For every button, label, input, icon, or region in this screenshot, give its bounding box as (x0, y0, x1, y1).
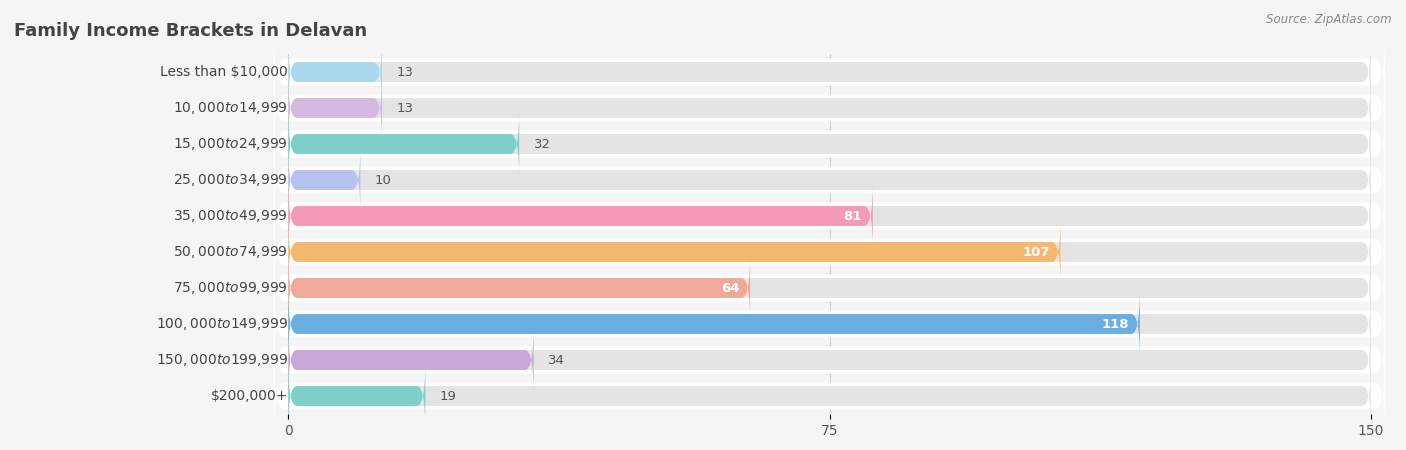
Text: 19: 19 (440, 390, 457, 402)
Text: Source: ZipAtlas.com: Source: ZipAtlas.com (1267, 14, 1392, 27)
Text: 10: 10 (375, 174, 392, 186)
Text: 32: 32 (534, 138, 551, 150)
FancyBboxPatch shape (288, 39, 1371, 105)
Text: $15,000 to $24,999: $15,000 to $24,999 (173, 136, 288, 152)
FancyBboxPatch shape (288, 111, 1371, 177)
Text: $50,000 to $74,999: $50,000 to $74,999 (173, 244, 288, 260)
FancyBboxPatch shape (288, 255, 1371, 321)
Text: $25,000 to $34,999: $25,000 to $34,999 (173, 172, 288, 188)
FancyBboxPatch shape (288, 291, 1371, 357)
FancyBboxPatch shape (288, 363, 1371, 429)
FancyBboxPatch shape (288, 219, 1371, 285)
FancyBboxPatch shape (288, 147, 1371, 213)
Text: 64: 64 (721, 282, 740, 294)
FancyBboxPatch shape (274, 356, 1385, 436)
FancyBboxPatch shape (288, 147, 360, 213)
FancyBboxPatch shape (288, 39, 382, 105)
FancyBboxPatch shape (288, 327, 1371, 393)
Text: 13: 13 (396, 66, 413, 78)
Text: 34: 34 (548, 354, 565, 366)
FancyBboxPatch shape (288, 291, 1140, 357)
FancyBboxPatch shape (288, 327, 534, 393)
FancyBboxPatch shape (274, 212, 1385, 292)
FancyBboxPatch shape (274, 248, 1385, 328)
FancyBboxPatch shape (288, 255, 751, 321)
FancyBboxPatch shape (274, 284, 1385, 364)
Text: $35,000 to $49,999: $35,000 to $49,999 (173, 208, 288, 224)
Text: 118: 118 (1101, 318, 1129, 330)
FancyBboxPatch shape (288, 75, 1371, 141)
FancyBboxPatch shape (274, 176, 1385, 256)
FancyBboxPatch shape (274, 104, 1385, 184)
FancyBboxPatch shape (288, 183, 1371, 249)
FancyBboxPatch shape (288, 363, 426, 429)
Text: $200,000+: $200,000+ (211, 389, 288, 403)
FancyBboxPatch shape (288, 183, 873, 249)
Text: $150,000 to $199,999: $150,000 to $199,999 (156, 352, 288, 368)
Text: 13: 13 (396, 102, 413, 114)
Text: $75,000 to $99,999: $75,000 to $99,999 (173, 280, 288, 296)
FancyBboxPatch shape (274, 32, 1385, 112)
FancyBboxPatch shape (274, 68, 1385, 148)
FancyBboxPatch shape (288, 75, 382, 141)
Text: $100,000 to $149,999: $100,000 to $149,999 (156, 316, 288, 332)
Text: Less than $10,000: Less than $10,000 (160, 65, 288, 79)
Text: $10,000 to $14,999: $10,000 to $14,999 (173, 100, 288, 116)
FancyBboxPatch shape (274, 140, 1385, 220)
Text: 81: 81 (844, 210, 862, 222)
Text: 107: 107 (1022, 246, 1050, 258)
FancyBboxPatch shape (288, 219, 1060, 285)
FancyBboxPatch shape (274, 320, 1385, 400)
FancyBboxPatch shape (288, 111, 519, 177)
Text: Family Income Brackets in Delavan: Family Income Brackets in Delavan (14, 22, 367, 40)
